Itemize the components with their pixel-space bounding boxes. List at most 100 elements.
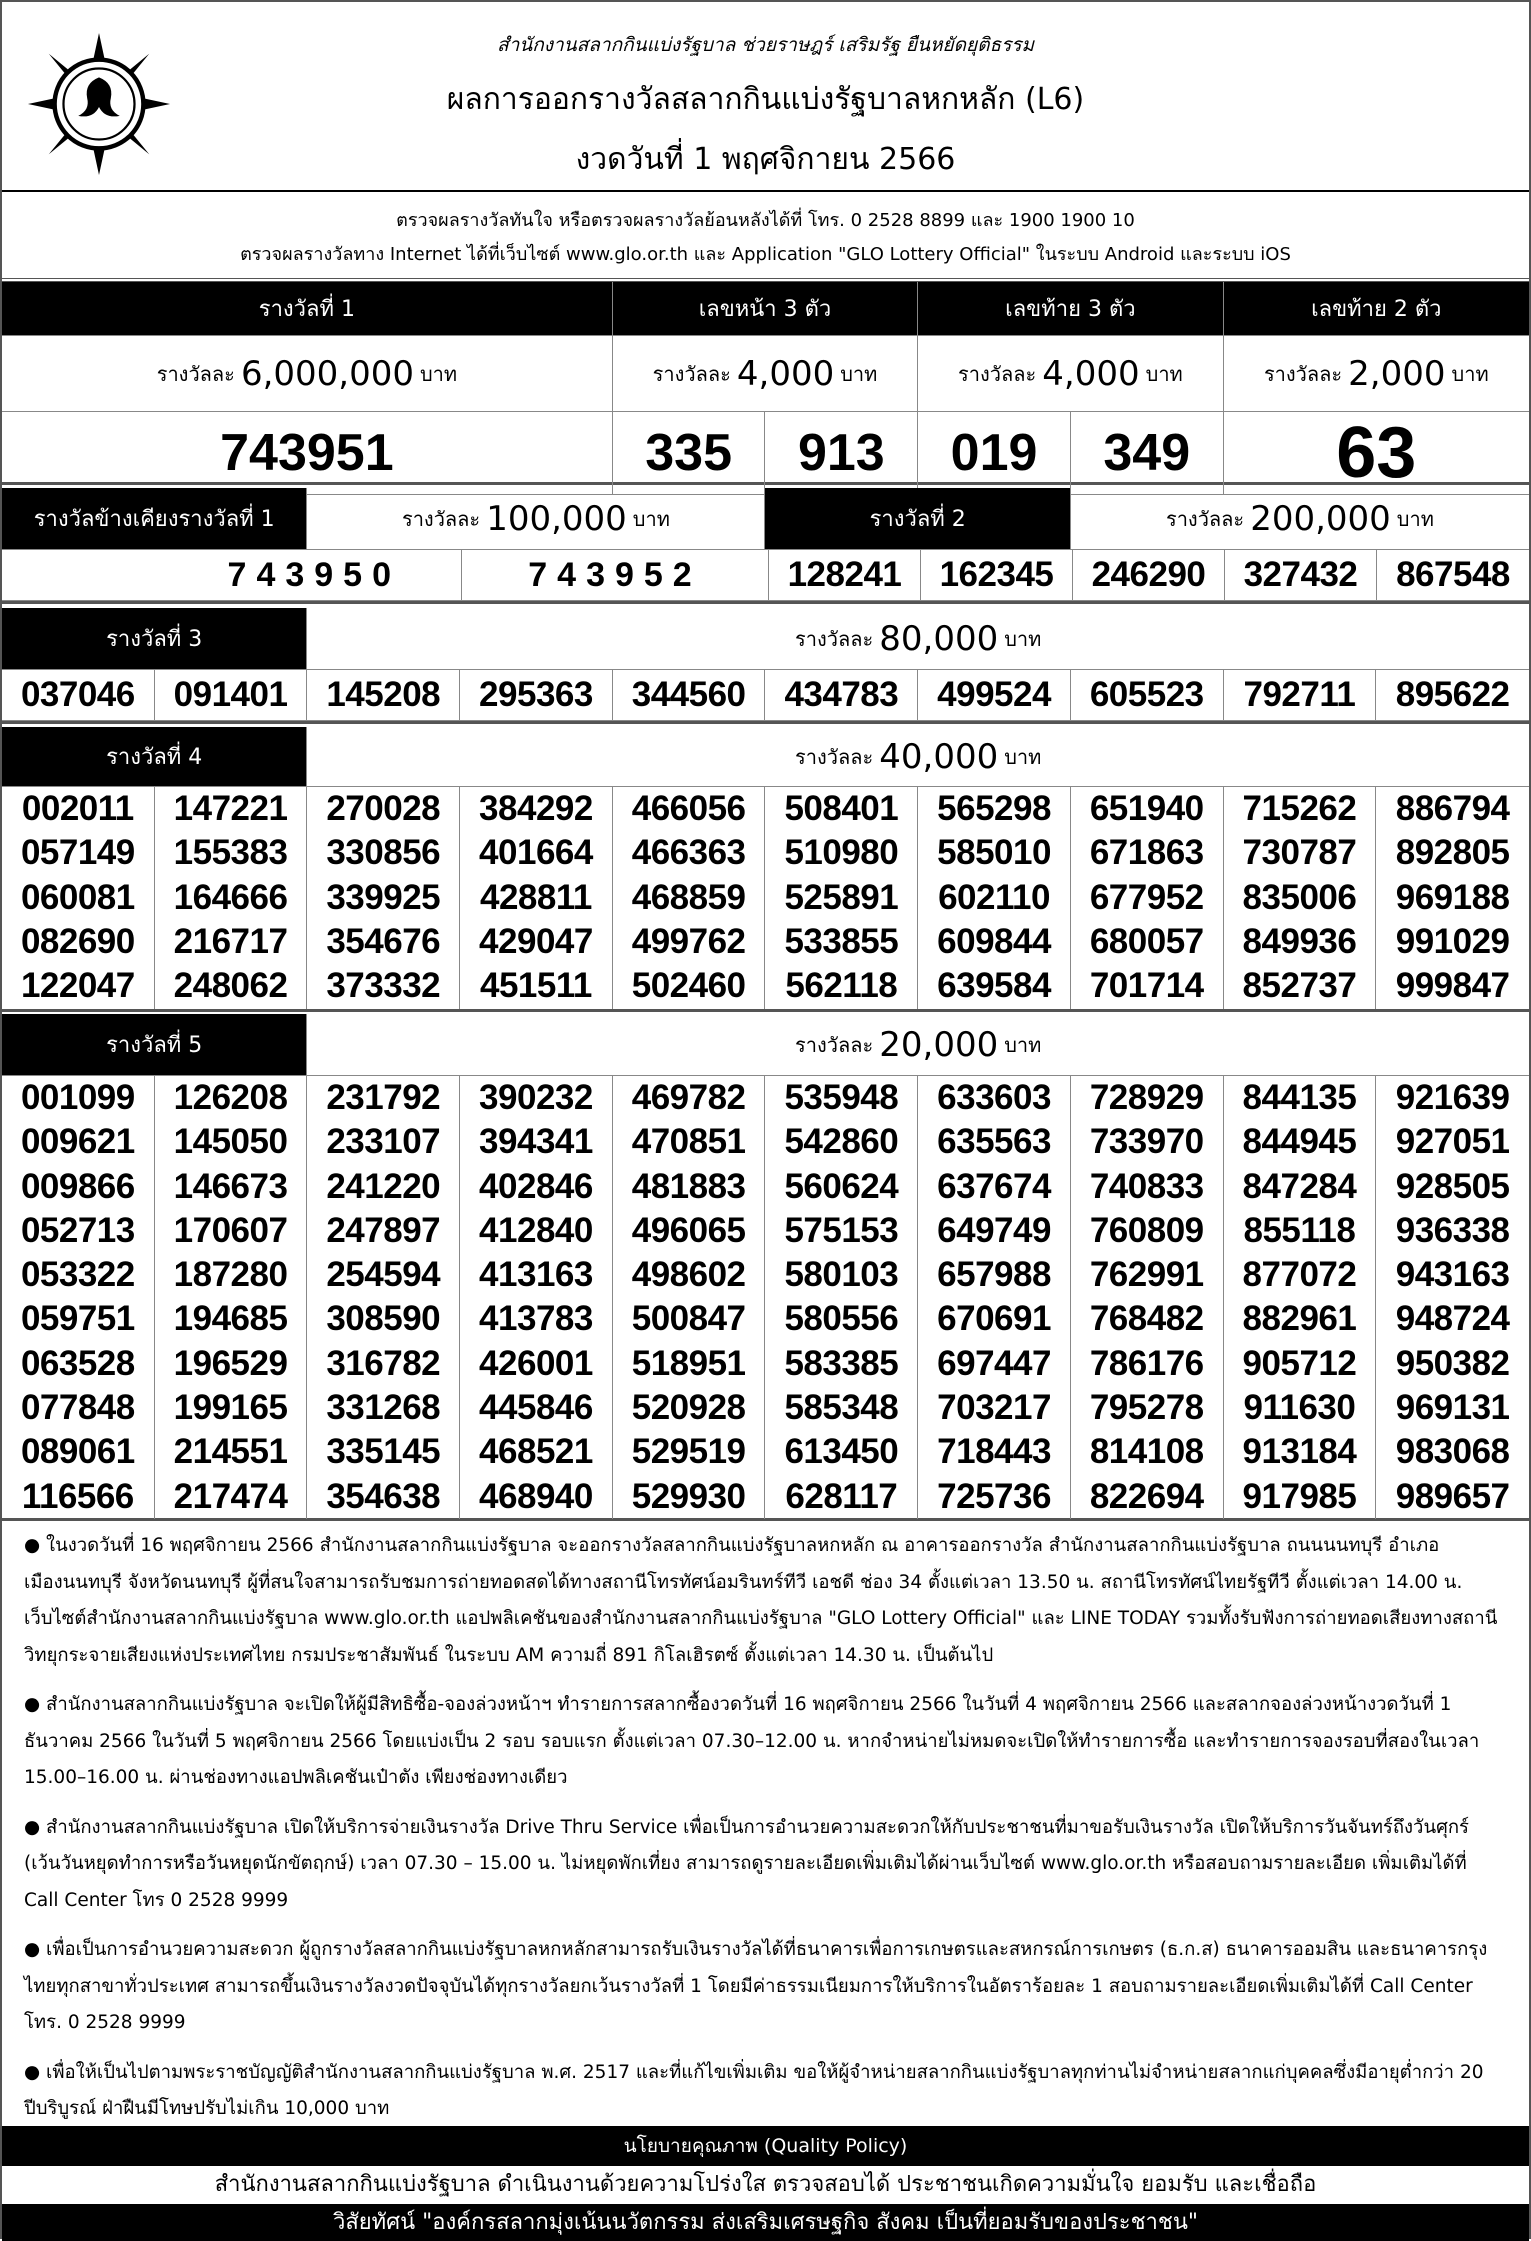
prize4-column: 270028 330856 339925 354676 373332 — [307, 787, 461, 1009]
prize5-number: 053322 — [20, 1255, 135, 1295]
prize4-number: 677952 — [1089, 877, 1204, 917]
prize5-number: 877072 — [1242, 1255, 1357, 1295]
prize4-number: 002011 — [21, 789, 134, 828]
prize4-column: 715262 730787 835006 849936 852737 — [1224, 787, 1377, 1009]
prize4-number: 991029 — [1395, 921, 1510, 961]
adjacent-number: 743952 — [462, 550, 769, 601]
prize5-number: 199165 — [173, 1388, 288, 1428]
prize4-column: 508401 510980 525891 533855 562118 — [765, 787, 919, 1009]
prize2-number: 162345 — [921, 550, 1073, 601]
announcement-item: ในงวดวันที่ 16 พฤศจิกายน 2566 สำนักงานสล… — [24, 1528, 1507, 1674]
prize4-number: 730787 — [1242, 833, 1357, 873]
prize5-number: 500847 — [631, 1299, 746, 1339]
prize5-number: 740833 — [1089, 1166, 1204, 1206]
announcement-item: สำนักงานสลากกินแบ่งรัฐบาล เปิดให้บริการจ… — [24, 1810, 1507, 1920]
adjacent-number: 743950 — [2, 550, 462, 601]
prize5-number: 481883 — [631, 1166, 746, 1206]
prize5-column: 921639 927051 928505 936338 943163 948724 9503… — [1376, 1076, 1529, 1519]
prize4-number: 155383 — [173, 833, 288, 873]
prize5-number: 670691 — [937, 1299, 1051, 1339]
prize5-number: 390232 — [479, 1078, 593, 1117]
prize5-number: 529519 — [631, 1432, 746, 1472]
prize5-column: 633603 635563 637674 649749 657988 670691 6974… — [918, 1076, 1071, 1519]
prize5-number: 580103 — [784, 1255, 899, 1295]
prize4-number: 680057 — [1089, 921, 1204, 961]
prize5-number: 077848 — [20, 1388, 135, 1428]
prize3-header: รางวัลที่ 3 รางวัลละ 80,000 บาท — [2, 608, 1529, 670]
adjacent-amount: รางวัลละ 100,000 บาท — [307, 488, 766, 550]
prize5-number: 413783 — [479, 1299, 593, 1339]
prize4-number: 533855 — [784, 921, 899, 961]
prize4-number: 147221 — [173, 789, 288, 828]
prize5-column: 390232 394341 402846 412840 413163 413783 4260… — [460, 1076, 613, 1519]
prize5-number: 001099 — [20, 1078, 135, 1117]
prize4-number: 164666 — [173, 877, 288, 917]
prize4-number: 849936 — [1242, 921, 1357, 961]
prize2-amount: รางวัลละ 200,000 บาท — [1070, 488, 1529, 550]
prize4-number: 715262 — [1242, 789, 1357, 828]
prize5-number: 496065 — [631, 1210, 746, 1250]
prize5-number: 254594 — [326, 1255, 441, 1295]
prize5-number: 844945 — [1242, 1122, 1357, 1162]
prize3-number: 145208 — [307, 670, 461, 721]
prize5-number: 943163 — [1395, 1255, 1510, 1295]
prize5-number: 194685 — [173, 1299, 288, 1339]
vision-statement: วิสัยทัศน์ "องค์กรสลากมุ่งเน้นนวัตกรรม ส… — [2, 2204, 1529, 2241]
prize5-number: 335145 — [326, 1432, 441, 1472]
prize3-number: 091401 — [154, 670, 308, 721]
prize4-number: 852737 — [1242, 966, 1357, 1006]
prize5-number: 196529 — [173, 1343, 288, 1383]
prize4-number: 510980 — [784, 833, 899, 873]
prize3-number: 895622 — [1376, 670, 1529, 721]
prize3-label: รางวัลที่ 3 — [2, 608, 308, 670]
quality-policy-text: สำนักงานสลากกินแบ่งรัฐบาล ดำเนินงานด้วยค… — [214, 2172, 1317, 2197]
prize5-number: 948724 — [1395, 1299, 1510, 1339]
prize5-number: 762991 — [1089, 1255, 1204, 1295]
prize4-number: 585010 — [937, 833, 1051, 873]
prize4-column: 147221 155383 164666 216717 248062 — [155, 787, 308, 1009]
announcements: ในงวดวันที่ 16 พฤศจิกายน 2566 สำนักงานสล… — [2, 1520, 1529, 2125]
prize3-number: 792711 — [1223, 670, 1377, 721]
back2-amount: รางวัลละ 2,000 บาท — [1223, 336, 1529, 412]
prize5-number: 983068 — [1395, 1432, 1510, 1472]
prize5-number: 233107 — [326, 1122, 441, 1162]
prize4-number: 057149 — [20, 833, 135, 873]
prize4-number: 562118 — [785, 966, 898, 1006]
prize5-number: 768482 — [1089, 1299, 1204, 1339]
prize5-number: 760809 — [1089, 1210, 1204, 1250]
prize4-column: 886794 892805 969188 991029 999847 — [1376, 787, 1529, 1009]
prize5-number: 728929 — [1089, 1078, 1204, 1117]
prize4-column: 002011 057149 060081 082690 122047 — [2, 787, 155, 1009]
prize2-number: 128241 — [769, 550, 921, 601]
prize5-number: 518951 — [631, 1343, 746, 1383]
prize5-number: 529930 — [631, 1476, 746, 1516]
prize3-amount: รางวัลละ 80,000 บาท — [307, 608, 1529, 670]
prize5-number: 241220 — [326, 1166, 441, 1206]
prize5-number: 089061 — [20, 1432, 135, 1472]
prize4-number: 525891 — [784, 877, 899, 917]
prize5-number: 718443 — [937, 1432, 1051, 1472]
prize5-number: 331268 — [326, 1388, 441, 1428]
prize4-amount: รางวัลละ 40,000 บาท — [307, 727, 1529, 787]
prize5-number: 126208 — [173, 1078, 288, 1117]
prize5-number: 936338 — [1395, 1210, 1510, 1250]
prize5-number: 498602 — [631, 1255, 746, 1295]
prize5-numbers: 001099 009621 009866 052713 053322 059751 0635… — [2, 1076, 1529, 1521]
first-prize-amount: รางวัลละ 6,000,000 บาท — [2, 336, 613, 412]
prize5-column: 535948 542860 560624 575153 580103 580556 5833… — [765, 1076, 919, 1519]
prize4-number: 639584 — [937, 966, 1051, 1006]
prize3-number: 434783 — [765, 670, 919, 721]
prize5-column: 844135 844945 847284 855118 877072 882961 9057… — [1224, 1076, 1377, 1519]
prize5-number: 413163 — [479, 1255, 593, 1295]
prize5-number: 989657 — [1395, 1476, 1510, 1516]
info-lines: ตรวจผลรางวัลทันใจ หรือตรวจผลรางวัลย้อนหล… — [2, 194, 1529, 278]
prize5-number: 231792 — [326, 1078, 441, 1117]
glo-emblem-icon — [27, 32, 171, 176]
announcement-item: เพื่อเป็นการอำนวยความสะดวก ผู้ถูกรางวัลส… — [24, 1932, 1507, 2042]
prize4-column: 466056 466363 468859 499762 502460 — [613, 787, 766, 1009]
prize5-number: 847284 — [1242, 1166, 1357, 1206]
prize5-number: 927051 — [1395, 1122, 1510, 1162]
prize5-number: 214551 — [173, 1432, 288, 1472]
prize5-number: 470851 — [631, 1122, 746, 1162]
